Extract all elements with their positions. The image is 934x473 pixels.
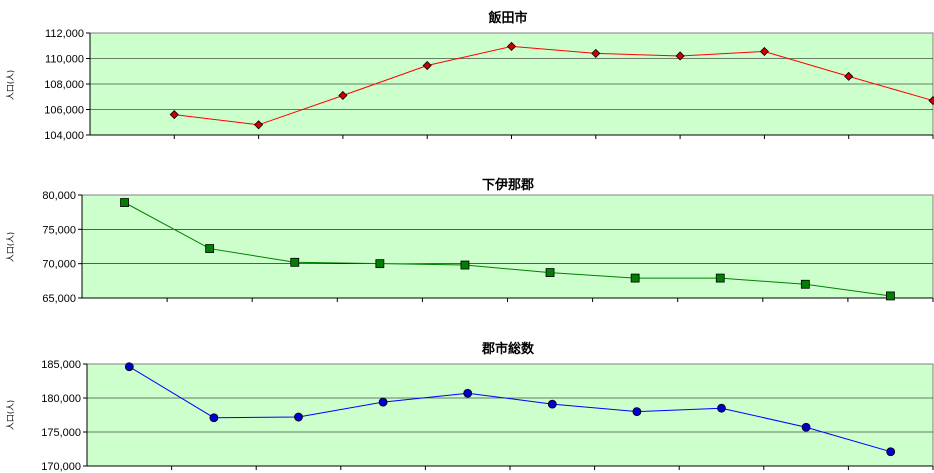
data-point	[632, 407, 642, 417]
data-point	[120, 198, 129, 207]
data-point	[630, 273, 640, 283]
data-point	[547, 399, 557, 409]
data-point	[591, 48, 601, 58]
series-line	[129, 366, 891, 453]
chart-title: 下伊那郡	[482, 177, 534, 193]
data-point	[209, 413, 219, 423]
data-point	[844, 71, 854, 81]
series-line	[124, 202, 891, 297]
data-point	[545, 268, 555, 277]
y-tick-label: 110,000	[45, 54, 84, 66]
y-axis-label: 人口(人)	[6, 400, 15, 430]
data-point	[375, 259, 385, 269]
data-point	[378, 397, 388, 407]
y-tick-label: 175,000	[41, 427, 81, 439]
data-point	[675, 51, 685, 61]
chart-title: 郡市総数	[481, 341, 535, 357]
data-point	[169, 110, 179, 120]
data-point	[338, 90, 348, 101]
data-point	[717, 403, 726, 413]
data-point	[886, 291, 895, 301]
data-point	[124, 362, 134, 372]
data-point	[800, 279, 810, 289]
data-point	[801, 422, 811, 432]
data-point	[254, 120, 264, 130]
data-point	[290, 257, 300, 267]
y-axis-label: 人口(人)	[6, 232, 15, 262]
data-point	[422, 60, 432, 71]
data-point	[886, 447, 896, 457]
series-line	[174, 45, 934, 126]
y-tick-label: 170,000	[41, 461, 81, 473]
data-point	[205, 244, 215, 253]
y-tick-label: 75,000	[42, 224, 76, 236]
chart-iida-city: 104,000 106,000 108,000 110,000 112,000 飯田市人口…	[6, 10, 934, 142]
data-point	[715, 273, 725, 283]
y-tick-label: 112,000	[45, 28, 84, 40]
data-point	[506, 41, 517, 51]
y-tick-label: 106,000	[44, 105, 84, 117]
plot-area	[81, 194, 934, 299]
y-tick-label: 180,000	[41, 393, 81, 405]
y-tick-label: 108,000	[44, 79, 84, 91]
data-point	[759, 46, 769, 57]
y-tick-label: 65,000	[42, 293, 76, 305]
data-point	[463, 388, 473, 398]
data-point	[460, 260, 470, 270]
data-point	[294, 412, 303, 422]
y-tick-label: 185,000	[41, 359, 81, 371]
y-tick-label: 80,000	[42, 190, 76, 202]
data-point	[928, 96, 934, 106]
y-tick-label: 70,000	[42, 259, 76, 271]
y-axis-label: 人口(人)	[6, 70, 15, 100]
chart-title: 飯田市	[487, 10, 527, 26]
plot-area	[86, 363, 934, 467]
y-tick-label: 104,000	[44, 130, 84, 142]
